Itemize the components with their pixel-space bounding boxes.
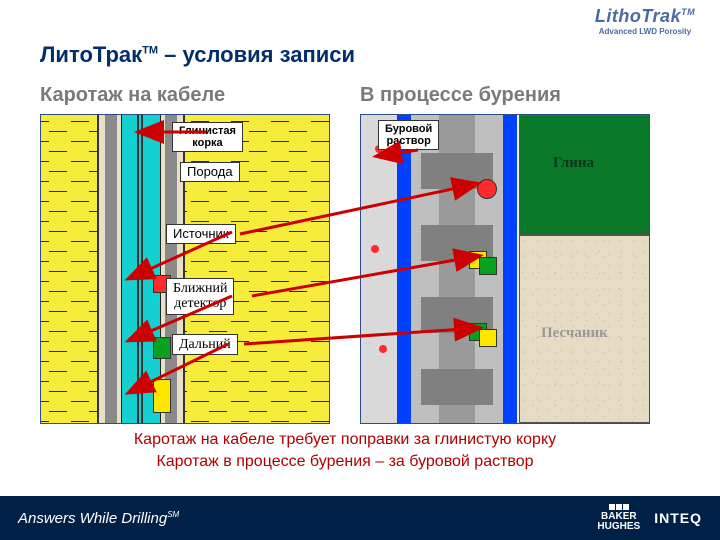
mudcake-right bbox=[165, 115, 177, 423]
footer-sm: SM bbox=[167, 510, 179, 519]
label-source: Источник bbox=[166, 224, 236, 244]
label-near-detector: Ближний детектор bbox=[166, 278, 234, 315]
label-drilling-mud: Буровой раствор bbox=[378, 120, 439, 150]
lwd-far-detector bbox=[469, 323, 499, 347]
shale-label: Глина bbox=[553, 155, 594, 172]
caption-box: Каротаж на кабеле требует поправки за гл… bbox=[40, 425, 650, 476]
label-far-detector: Дальний bbox=[172, 334, 238, 355]
footer-answers: Answers While Drilling bbox=[18, 510, 167, 527]
title-tail: – условия записи bbox=[158, 42, 355, 67]
logo-name-text: LithoTrak bbox=[595, 6, 681, 26]
footer-tagline: Answers While DrillingSM bbox=[18, 510, 179, 527]
label-mud-text: Буровой раствор bbox=[385, 123, 432, 147]
mud-column bbox=[361, 115, 397, 423]
logo-tagline: Advanced LWD Porosity bbox=[580, 27, 710, 36]
caption-line-2: Каротаж в процессе бурения – за буровой … bbox=[48, 451, 642, 473]
far-detector-sonde bbox=[153, 379, 171, 413]
slide-title: ЛитоТракTM – условия записи bbox=[40, 42, 355, 68]
inteq-logo: INTEQ bbox=[654, 510, 702, 526]
title-main: ЛитоТрак bbox=[40, 42, 142, 67]
label-mudcake: Глинистая корка bbox=[172, 122, 243, 152]
mud-particle bbox=[371, 245, 379, 253]
logo-tm: TM bbox=[681, 7, 695, 17]
footer-logos: BAKER HUGHES INTEQ bbox=[597, 504, 702, 532]
mud-particle bbox=[379, 345, 387, 353]
title-tm: TM bbox=[142, 45, 158, 57]
logo-name: LithoTrakTM bbox=[580, 6, 710, 27]
borehole-wireline bbox=[97, 115, 185, 423]
sandstone-label: Песчаник bbox=[541, 325, 608, 342]
label-near-text: Ближний детектор bbox=[173, 281, 227, 312]
slide-footer: Answers While DrillingSM BAKER HUGHES IN… bbox=[0, 496, 720, 540]
panel-wireline bbox=[40, 114, 330, 424]
lithotrak-logo: LithoTrakTM Advanced LWD Porosity bbox=[580, 6, 710, 36]
label-mudcake-text: Глинистая корка bbox=[179, 125, 236, 149]
lwd-source bbox=[477, 179, 497, 199]
shale-layer bbox=[519, 115, 650, 235]
footer-hughes: HUGHES bbox=[597, 521, 640, 532]
subtitle-wireline: Каротаж на кабеле bbox=[40, 84, 225, 107]
wireline-cable-2 bbox=[141, 115, 143, 423]
subtitle-lwd: В процессе бурения bbox=[360, 84, 561, 107]
baker-hughes-logo: BAKER HUGHES bbox=[597, 504, 640, 532]
label-formation: Порода bbox=[180, 162, 240, 182]
wireline-cable-1 bbox=[137, 115, 139, 423]
mudcake-left bbox=[105, 115, 117, 423]
panel-lwd: Глина Песчаник bbox=[360, 114, 650, 424]
caption-line-1: Каротаж на кабеле требует поправки за гл… bbox=[48, 429, 642, 451]
near-detector-sonde bbox=[153, 337, 171, 359]
slide: LithoTrakTM Advanced LWD Porosity ЛитоТр… bbox=[0, 0, 720, 540]
lwd-near-detector bbox=[469, 251, 499, 275]
